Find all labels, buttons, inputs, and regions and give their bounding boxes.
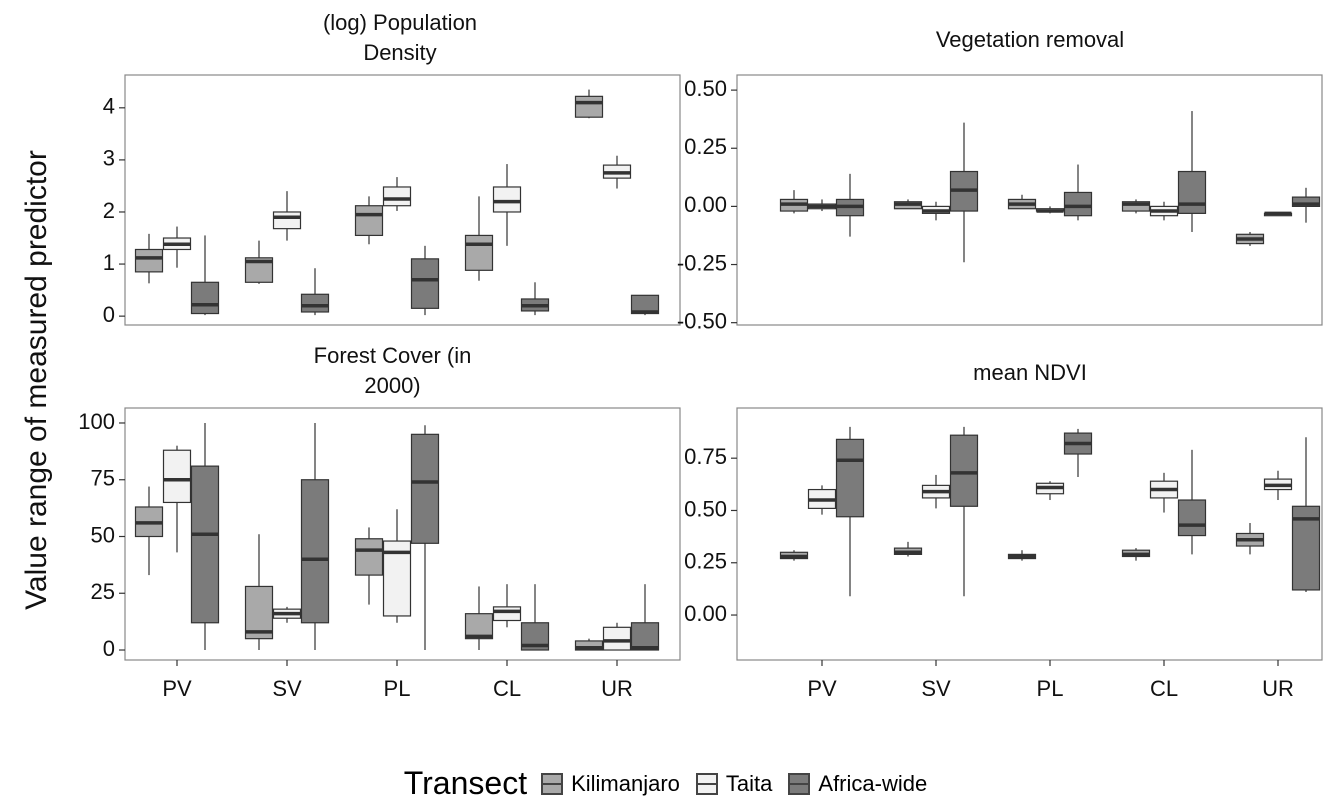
box: [300, 479, 330, 624]
legend-label: Africa-wide: [818, 770, 928, 796]
box: [630, 622, 660, 651]
x-tick-label: PV: [807, 676, 837, 701]
box: [949, 434, 979, 507]
panel-title: Vegetation removal: [935, 27, 1125, 52]
panel-border: [736, 407, 1323, 661]
y-tick-label: 50: [91, 522, 115, 547]
x-tick-label: UR: [601, 676, 633, 701]
y-tick-label: -0.25: [677, 250, 727, 275]
x-tick-label: CL: [1150, 676, 1178, 701]
legend-title: Transect: [403, 765, 528, 801]
panel-border: [124, 407, 681, 661]
x-tick-label: PL: [1037, 676, 1064, 701]
y-tick-label: 25: [91, 579, 115, 604]
y-tick-label: 0.75: [684, 444, 727, 469]
box: [244, 585, 274, 640]
box: [134, 248, 164, 273]
box: [354, 538, 384, 576]
panel-border: [124, 74, 681, 326]
y-tick-label: 0.00: [684, 192, 727, 217]
y-axis-label: Value range of measured predictor: [20, 150, 53, 610]
x-tick-label: UR: [1262, 676, 1294, 701]
box: [574, 95, 604, 118]
box: [464, 613, 494, 640]
x-tick-label: PV: [162, 676, 192, 701]
y-tick-label: 2: [103, 198, 115, 223]
legend-key: [695, 772, 718, 795]
y-tick-label: 0.00: [684, 601, 727, 626]
panel-title: Forest Cover (in 2000): [313, 343, 472, 398]
y-tick-label: 0.50: [684, 76, 727, 101]
x-tick-label: SV: [272, 676, 302, 701]
legend: Transect Kilimanjaro Taita Africa-wide: [0, 765, 1339, 802]
legend-key: [788, 772, 811, 795]
box: [602, 626, 632, 651]
box: [464, 234, 494, 271]
y-tick-label: -0.50: [677, 308, 727, 333]
y-tick-label: 75: [91, 466, 115, 491]
box: [190, 281, 220, 315]
y-tick-label: 3: [103, 146, 115, 171]
y-tick-label: 0: [103, 636, 115, 661]
x-tick-label: CL: [493, 676, 521, 701]
y-tick-label: 0.25: [684, 134, 727, 159]
box: [410, 433, 440, 544]
box: [1063, 191, 1093, 217]
panel-border: [736, 74, 1323, 326]
panel-title: mean NDVI: [973, 360, 1087, 385]
box: [1177, 499, 1207, 537]
y-tick-label: 0.25: [684, 549, 727, 574]
box: [190, 465, 220, 624]
y-tick-label: 100: [78, 409, 115, 434]
box: [1291, 196, 1321, 207]
box: [574, 640, 604, 651]
box: [272, 211, 302, 230]
panel-title: (log) Population Density: [322, 10, 478, 65]
legend-key: [541, 772, 564, 795]
x-tick-label: PL: [384, 676, 411, 701]
box: [1177, 170, 1207, 214]
legend-label: Kilimanjaro: [571, 770, 680, 796]
box: [492, 186, 522, 213]
box: [1121, 201, 1151, 212]
box: [300, 293, 330, 313]
box: [492, 606, 522, 622]
box: [382, 186, 412, 207]
y-tick-label: 0: [103, 302, 115, 327]
legend-label: Taita: [725, 770, 773, 796]
y-tick-label: 0.50: [684, 496, 727, 521]
box: [835, 438, 865, 518]
x-tick-label: SV: [921, 676, 951, 701]
box: [354, 205, 384, 237]
box: [410, 258, 440, 309]
box: [162, 449, 192, 504]
y-tick-label: 4: [103, 94, 115, 119]
y-tick-label: 1: [103, 250, 115, 275]
